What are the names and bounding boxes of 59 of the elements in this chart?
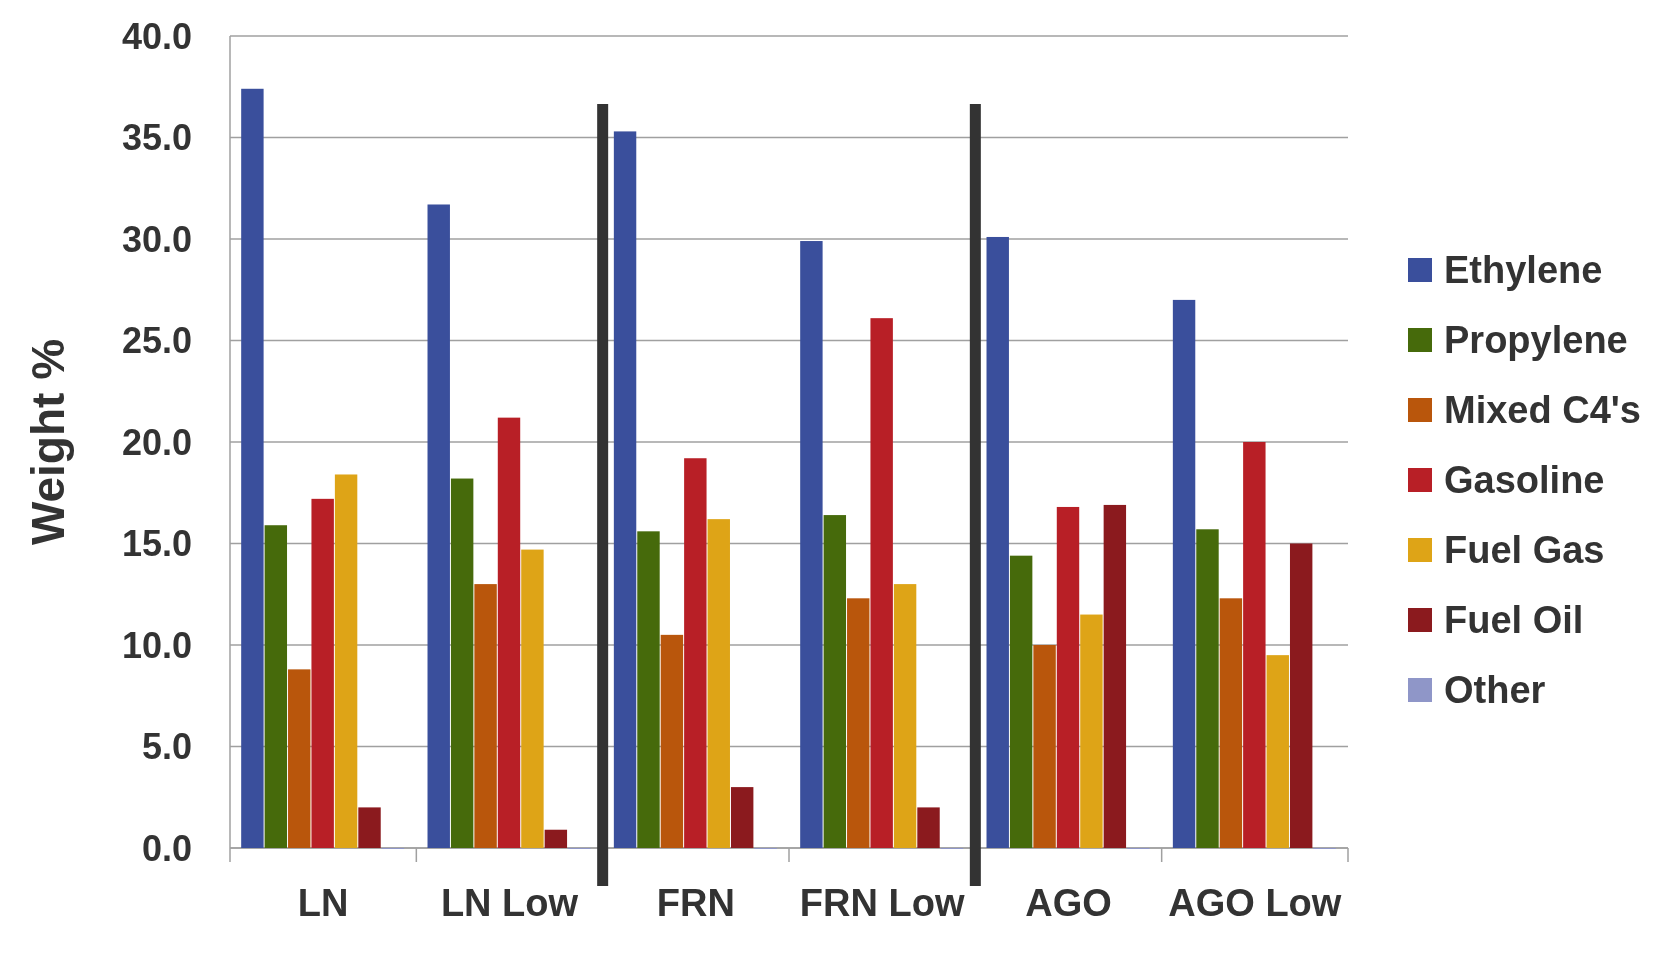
y-tick-label: 0.0 bbox=[141, 827, 192, 869]
legend-label: Gasoline bbox=[1444, 459, 1605, 502]
x-tick-label: LN Low bbox=[440, 882, 579, 924]
y-tick-label: 5.0 bbox=[141, 726, 192, 768]
bar bbox=[427, 204, 450, 848]
y-tick-label: 15.0 bbox=[121, 523, 192, 565]
bar bbox=[1266, 655, 1289, 848]
bar bbox=[450, 478, 474, 848]
bar bbox=[917, 807, 940, 848]
bar bbox=[637, 531, 660, 848]
bar bbox=[334, 474, 358, 848]
bar bbox=[684, 458, 707, 848]
x-tick-label: FRN Low bbox=[799, 882, 965, 924]
bar bbox=[800, 241, 823, 848]
bar bbox=[1196, 529, 1219, 848]
bar bbox=[521, 549, 544, 848]
x-tick-label: AGO Low bbox=[1168, 882, 1342, 924]
bar bbox=[893, 584, 917, 848]
bar bbox=[264, 525, 288, 848]
y-tick-label: 25.0 bbox=[121, 320, 192, 362]
legend-label: Mixed C4's bbox=[1444, 389, 1641, 432]
bar bbox=[1033, 645, 1056, 848]
y-axis-title: Weight % bbox=[22, 338, 74, 546]
legend-label: Fuel Gas bbox=[1444, 529, 1605, 572]
bar bbox=[544, 829, 568, 848]
bar bbox=[730, 787, 754, 848]
bar bbox=[241, 88, 264, 848]
bar bbox=[1243, 442, 1266, 848]
bar bbox=[823, 515, 847, 848]
bar bbox=[660, 634, 684, 848]
bar bbox=[1289, 543, 1313, 848]
bar bbox=[707, 519, 730, 848]
x-tick-label: LN bbox=[297, 882, 349, 924]
y-tick-label: 30.0 bbox=[121, 218, 192, 260]
bar bbox=[1172, 299, 1196, 848]
bar bbox=[1080, 614, 1103, 848]
bar bbox=[1009, 555, 1033, 848]
bar bbox=[986, 236, 1009, 848]
x-tick-label: FRN bbox=[656, 882, 735, 924]
legend-label: Fuel Oil bbox=[1444, 599, 1584, 642]
bar bbox=[474, 584, 497, 848]
x-tick-label: AGO bbox=[1025, 882, 1112, 924]
y-tick-label: 20.0 bbox=[121, 421, 192, 463]
bar bbox=[288, 669, 311, 848]
bar bbox=[847, 598, 870, 848]
bar bbox=[358, 807, 381, 848]
bar bbox=[1103, 504, 1127, 848]
bar bbox=[1056, 506, 1080, 848]
bar bbox=[497, 417, 521, 848]
y-tick-label: 40.0 bbox=[121, 15, 192, 57]
y-tick-label: 10.0 bbox=[121, 624, 192, 666]
bar bbox=[613, 131, 637, 848]
legend-label: Propylene bbox=[1444, 319, 1628, 362]
y-tick-label: 35.0 bbox=[121, 117, 192, 159]
bar bbox=[870, 318, 893, 848]
bar bbox=[1219, 598, 1243, 848]
bar bbox=[311, 498, 334, 848]
legend-label: Other bbox=[1444, 669, 1546, 712]
legend-label: Ethylene bbox=[1444, 249, 1603, 292]
